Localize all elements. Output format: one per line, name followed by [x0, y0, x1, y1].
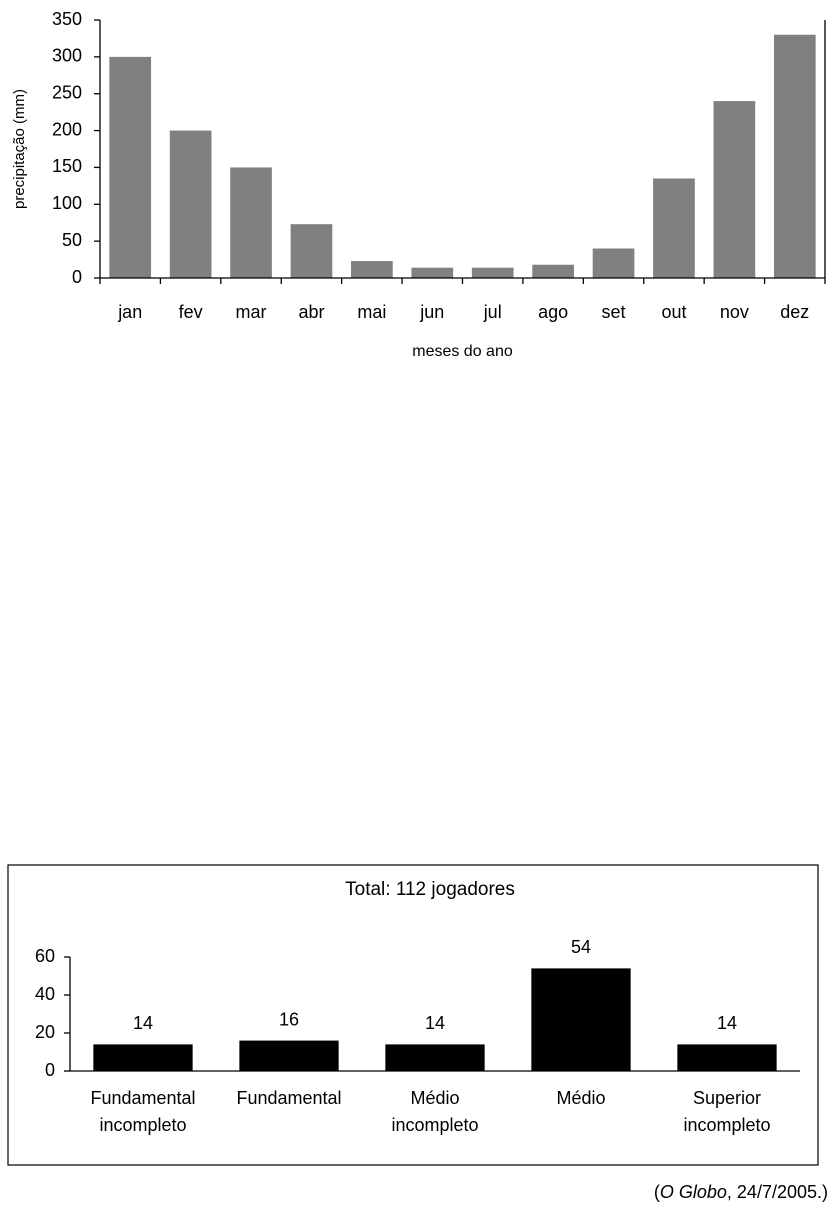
- x-tick-line: Superior: [693, 1088, 761, 1108]
- x-tick-line: Fundamental: [236, 1088, 341, 1108]
- x-tick-line: nov: [720, 302, 749, 322]
- y-tick-label: 100: [52, 193, 82, 213]
- x-tick-line: Médio: [410, 1088, 459, 1108]
- x-tick-label: Fundamental: [236, 1088, 341, 1108]
- y-tick-label: 0: [45, 1060, 55, 1080]
- bar: [653, 178, 695, 278]
- bar: [592, 248, 635, 278]
- bar: [351, 261, 393, 278]
- x-tick-line: jan: [117, 302, 142, 322]
- data-label: 54: [571, 937, 591, 957]
- x-tick-line: abr: [298, 302, 324, 322]
- x-tick-line: mai: [357, 302, 386, 322]
- y-tick-label: 50: [62, 230, 82, 250]
- x-tick-line: mar: [236, 302, 267, 322]
- x-tick-label: set: [602, 302, 626, 322]
- bar: [531, 968, 631, 1071]
- bar: [773, 34, 816, 278]
- data-label: 14: [133, 1013, 153, 1033]
- x-tick-line: fev: [179, 302, 203, 322]
- x-tick-line: jul: [483, 302, 502, 322]
- data-label: 14: [717, 1013, 737, 1033]
- x-tick-line: ago: [538, 302, 568, 322]
- bar: [411, 267, 454, 278]
- y-tick-label: 40: [35, 984, 55, 1004]
- y-tick-label: 150: [52, 156, 82, 176]
- y-tick-label: 300: [52, 46, 82, 66]
- x-tick-line: incompleto: [683, 1115, 770, 1135]
- source-rest: , 24/7/2005.): [727, 1182, 828, 1202]
- y-tick-label: 0: [72, 267, 82, 287]
- x-tick-line: incompleto: [99, 1115, 186, 1135]
- y-tick-label: 20: [35, 1022, 55, 1042]
- x-tick-label: out: [661, 302, 686, 322]
- y-tick-label: 250: [52, 82, 82, 102]
- y-tick-label: 350: [52, 9, 82, 29]
- x-axis-label: meses do ano: [412, 343, 513, 360]
- bar: [713, 101, 756, 278]
- x-tick-label: jun: [419, 302, 444, 322]
- x-tick-label: Superior incompleto: [683, 1088, 770, 1135]
- bar: [532, 264, 574, 278]
- x-tick-line: incompleto: [391, 1115, 478, 1135]
- y-axis-label: precipitação (mm): [11, 89, 28, 209]
- x-tick-label: mar: [236, 302, 267, 322]
- x-tick-label: jan: [117, 302, 142, 322]
- x-tick-line: Médio: [556, 1088, 605, 1108]
- bar: [239, 1040, 339, 1071]
- x-tick-label: dez: [780, 302, 809, 322]
- x-tick-label: jul: [483, 302, 502, 322]
- x-tick-line: set: [602, 302, 626, 322]
- x-tick-label: ago: [538, 302, 568, 322]
- x-tick-line: dez: [780, 302, 809, 322]
- chart-title: Total: 112 jogadores: [345, 879, 515, 900]
- bar: [230, 167, 272, 278]
- x-tick-label: nov: [720, 302, 749, 322]
- x-tick-label: fev: [179, 302, 203, 322]
- y-tick-label: 60: [35, 946, 55, 966]
- bar: [290, 224, 333, 278]
- source-open: (: [654, 1182, 660, 1202]
- x-tick-line: out: [661, 302, 686, 322]
- source: (O Globo, 24/7/2005.): [654, 1182, 828, 1202]
- data-label: 16: [279, 1009, 299, 1029]
- x-tick-label: mai: [357, 302, 386, 322]
- bar: [109, 56, 152, 278]
- x-tick-line: jun: [419, 302, 444, 322]
- data-label: 14: [425, 1013, 445, 1033]
- source-italic: O Globo: [660, 1182, 727, 1202]
- bar: [677, 1044, 777, 1071]
- x-tick-label: Médio incompleto: [391, 1088, 478, 1135]
- x-tick-label: abr: [298, 302, 324, 322]
- bar: [169, 130, 212, 278]
- x-tick-line: Fundamental: [90, 1088, 195, 1108]
- bar: [385, 1044, 485, 1071]
- x-tick-label: Médio: [556, 1088, 605, 1108]
- x-tick-label: Fundamental incompleto: [90, 1088, 195, 1135]
- chart-frame: [7, 864, 819, 1166]
- y-tick-label: 200: [52, 119, 82, 139]
- bar: [471, 267, 514, 278]
- bar: [93, 1044, 193, 1071]
